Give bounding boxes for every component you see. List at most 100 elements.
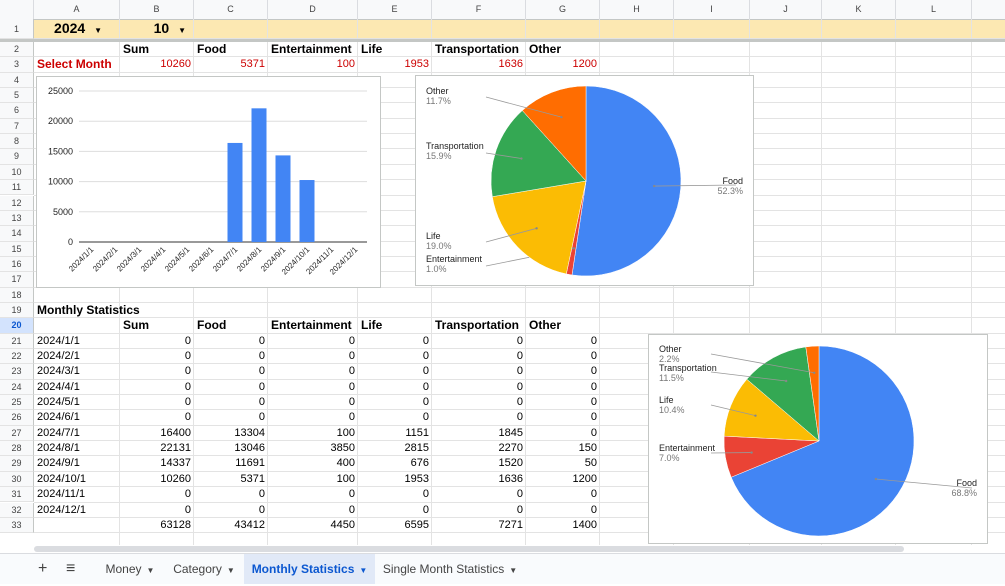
value-cell[interactable]: 0 bbox=[358, 410, 432, 425]
value-cell[interactable]: 14337 bbox=[120, 456, 194, 471]
column-header-k[interactable]: K bbox=[822, 0, 896, 19]
total-cell[interactable]: 63128 bbox=[120, 518, 194, 533]
select-month-value[interactable]: 10260 bbox=[120, 57, 194, 72]
total-cell[interactable]: 6595 bbox=[358, 518, 432, 533]
row-header-12[interactable]: 12 bbox=[0, 196, 34, 211]
value-cell[interactable]: 0 bbox=[120, 487, 194, 502]
total-cell[interactable]: 4450 bbox=[268, 518, 358, 533]
value-cell[interactable]: 0 bbox=[268, 395, 358, 410]
value-cell[interactable]: 0 bbox=[268, 487, 358, 502]
row-header-23[interactable]: 23 bbox=[0, 364, 34, 379]
value-cell[interactable]: 100 bbox=[268, 472, 358, 487]
value-cell[interactable]: 1953 bbox=[358, 472, 432, 487]
value-cell[interactable]: 0 bbox=[194, 487, 268, 502]
value-cell[interactable]: 0 bbox=[358, 334, 432, 349]
column-label[interactable]: Life bbox=[358, 318, 432, 333]
row-header-1[interactable]: 1 bbox=[0, 19, 34, 39]
value-cell[interactable]: 0 bbox=[120, 395, 194, 410]
column-label[interactable]: Transportation bbox=[432, 42, 526, 57]
column-header-d[interactable]: D bbox=[268, 0, 358, 19]
column-header-g[interactable]: G bbox=[526, 0, 600, 19]
year-dropdown[interactable]: 2024 ▼ bbox=[34, 21, 120, 36]
bar-2024/8/1[interactable] bbox=[252, 108, 267, 242]
value-cell[interactable]: 1520 bbox=[432, 456, 526, 471]
total-cell[interactable]: 7271 bbox=[432, 518, 526, 533]
row-header-31[interactable]: 31 bbox=[0, 487, 34, 502]
bar-2024/10/1[interactable] bbox=[300, 180, 315, 242]
row-header-22[interactable]: 22 bbox=[0, 349, 34, 364]
value-cell[interactable]: 0 bbox=[526, 349, 600, 364]
value-cell[interactable]: 3850 bbox=[268, 441, 358, 456]
row-header-13[interactable]: 13 bbox=[0, 211, 34, 226]
value-cell[interactable]: 0 bbox=[526, 410, 600, 425]
value-cell[interactable]: 0 bbox=[194, 410, 268, 425]
value-cell[interactable]: 50 bbox=[526, 456, 600, 471]
row-header-14[interactable]: 14 bbox=[0, 226, 34, 241]
row-header-4[interactable]: 4 bbox=[0, 73, 34, 88]
column-header-f[interactable]: F bbox=[432, 0, 526, 19]
month-cell[interactable]: 2024/3/1 bbox=[34, 364, 120, 379]
value-cell[interactable]: 0 bbox=[194, 395, 268, 410]
column-header-j[interactable]: J bbox=[750, 0, 822, 19]
month-dropdown[interactable]: 10 ▼ bbox=[120, 21, 194, 36]
value-cell[interactable]: 0 bbox=[432, 395, 526, 410]
add-sheet-button[interactable]: + bbox=[38, 554, 47, 584]
value-cell[interactable]: 1200 bbox=[526, 472, 600, 487]
value-cell[interactable]: 0 bbox=[268, 349, 358, 364]
column-label[interactable]: Entertainment bbox=[268, 318, 358, 333]
row-header-26[interactable]: 26 bbox=[0, 410, 34, 425]
value-cell[interactable]: 0 bbox=[432, 349, 526, 364]
bar-2024/7/1[interactable] bbox=[228, 143, 243, 242]
row-header-33[interactable]: 33 bbox=[0, 518, 34, 533]
value-cell[interactable]: 0 bbox=[526, 364, 600, 379]
column-label[interactable]: Entertainment bbox=[268, 42, 358, 57]
column-label[interactable]: Transportation bbox=[432, 318, 526, 333]
row-header-24[interactable]: 24 bbox=[0, 380, 34, 395]
row-header-15[interactable]: 15 bbox=[0, 242, 34, 257]
column-header-h[interactable]: H bbox=[600, 0, 674, 19]
month-cell[interactable]: 2024/1/1 bbox=[34, 334, 120, 349]
sheet-tab-money[interactable]: Money▼ bbox=[96, 554, 164, 584]
horizontal-scrollbar[interactable] bbox=[34, 546, 904, 552]
value-cell[interactable]: 0 bbox=[432, 487, 526, 502]
row-header-8[interactable]: 8 bbox=[0, 134, 34, 149]
all-sheets-menu-icon[interactable]: ≡ bbox=[66, 554, 75, 584]
row-header-28[interactable]: 28 bbox=[0, 441, 34, 456]
value-cell[interactable]: 0 bbox=[526, 487, 600, 502]
monthly-statistics-title[interactable]: Monthly Statistics bbox=[34, 303, 120, 318]
value-cell[interactable]: 0 bbox=[358, 395, 432, 410]
sheet-tab-category[interactable]: Category▼ bbox=[164, 554, 244, 584]
total-cell[interactable]: 1400 bbox=[526, 518, 600, 533]
value-cell[interactable]: 10260 bbox=[120, 472, 194, 487]
value-cell[interactable]: 16400 bbox=[120, 426, 194, 441]
value-cell[interactable]: 1845 bbox=[432, 426, 526, 441]
month-cell[interactable]: 2024/6/1 bbox=[34, 410, 120, 425]
value-cell[interactable]: 0 bbox=[120, 410, 194, 425]
row-header-17[interactable]: 17 bbox=[0, 272, 34, 287]
month-cell[interactable]: 2024/9/1 bbox=[34, 456, 120, 471]
value-cell[interactable]: 150 bbox=[526, 441, 600, 456]
select-all-corner[interactable] bbox=[0, 0, 34, 19]
column-label[interactable]: Life bbox=[358, 42, 432, 57]
value-cell[interactable]: 0 bbox=[358, 487, 432, 502]
row-header-30[interactable]: 30 bbox=[0, 472, 34, 487]
value-cell[interactable]: 400 bbox=[268, 456, 358, 471]
month-cell[interactable]: 2024/10/1 bbox=[34, 472, 120, 487]
pie-slice-food[interactable] bbox=[572, 86, 681, 276]
value-cell[interactable]: 0 bbox=[358, 503, 432, 518]
month-cell[interactable]: 2024/8/1 bbox=[34, 441, 120, 456]
row-header-6[interactable]: 6 bbox=[0, 103, 34, 118]
row-header-3[interactable]: 3 bbox=[0, 57, 34, 72]
value-cell[interactable]: 0 bbox=[268, 334, 358, 349]
row-header-7[interactable]: 7 bbox=[0, 119, 34, 134]
month-cell[interactable]: 2024/4/1 bbox=[34, 380, 120, 395]
row-header-29[interactable]: 29 bbox=[0, 456, 34, 471]
value-cell[interactable]: 0 bbox=[120, 349, 194, 364]
column-header-e[interactable]: E bbox=[358, 0, 432, 19]
value-cell[interactable]: 13046 bbox=[194, 441, 268, 456]
value-cell[interactable]: 100 bbox=[268, 426, 358, 441]
value-cell[interactable]: 0 bbox=[194, 503, 268, 518]
